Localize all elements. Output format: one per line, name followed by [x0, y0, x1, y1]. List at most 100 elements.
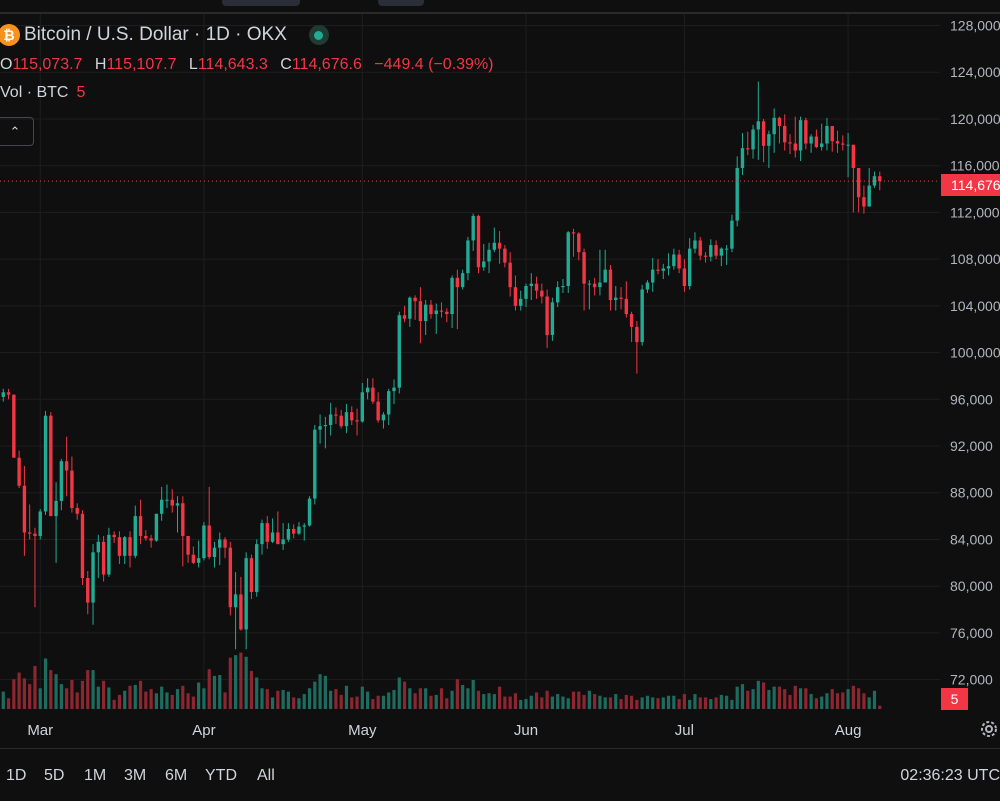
price-axis[interactable]: 128,000 124,000 120,000 116,000 112,000 108,0… — [950, 18, 1000, 688]
toolbar-tab[interactable] — [222, 0, 300, 6]
volume-bar — [429, 695, 433, 709]
settings-gear-icon[interactable] — [978, 718, 1000, 742]
candle-body — [281, 539, 285, 545]
volume-bar — [762, 682, 766, 709]
candle-body — [614, 297, 618, 301]
volume-bar — [450, 690, 454, 709]
candle-body — [724, 248, 729, 250]
volume-bar — [862, 693, 866, 709]
candle-body — [397, 315, 401, 388]
range-ytd-button[interactable]: YTD — [205, 767, 237, 784]
symbol-title[interactable]: Bitcoin / U.S. Dollar · 1D · OKX — [24, 24, 287, 45]
volume-bars — [1, 652, 882, 709]
volume-bar — [825, 693, 829, 709]
volume-bar — [571, 691, 576, 709]
candle-body — [387, 391, 391, 415]
volume-bar — [561, 696, 565, 709]
volume-bar — [302, 694, 306, 709]
volume-bar — [608, 697, 613, 709]
volume-bar — [841, 692, 845, 709]
toolbar-tab[interactable] — [378, 0, 424, 6]
candle-body — [619, 297, 623, 299]
volume-bar — [661, 697, 665, 709]
candle-body — [17, 457, 21, 486]
volume-bar — [181, 685, 185, 709]
volume-bar — [413, 693, 417, 709]
volume-bar — [350, 697, 354, 709]
volume-bar — [212, 675, 217, 709]
candle-body — [455, 277, 460, 288]
volume-bar — [566, 698, 570, 709]
volume-bar — [614, 694, 618, 709]
volume-bar — [175, 689, 180, 709]
range-6m-button[interactable]: 6M — [165, 767, 188, 784]
volume-bar — [872, 690, 877, 709]
candle-body — [307, 498, 312, 526]
price-tick-label: 84,000 — [950, 531, 993, 547]
volume-bar — [498, 686, 502, 709]
candle-body — [878, 176, 882, 182]
volume-bar — [651, 697, 655, 709]
candlestick-chart[interactable]: 128,000 124,000 120,000 116,000 112,000 108,0… — [0, 0, 1000, 748]
volume-bar — [1, 691, 5, 709]
range-1m-button[interactable]: 1M — [84, 767, 107, 784]
candle-body — [265, 523, 269, 542]
candle-body — [429, 304, 433, 315]
volume-bar — [666, 695, 671, 709]
candle-body — [524, 286, 528, 299]
time-axis[interactable]: Mar Apr May Jun Jul Aug — [27, 722, 861, 739]
volume-bar — [577, 691, 581, 709]
candle-body — [746, 148, 750, 150]
volume-legend-row[interactable]: Vol · BTC 5 — [0, 84, 85, 102]
date-tick-label: May — [348, 722, 377, 739]
candle-body — [6, 392, 11, 395]
candle-body — [661, 268, 665, 271]
candle-body — [207, 525, 211, 557]
collapse-legend-button[interactable]: ⌃ — [0, 117, 34, 146]
volume-bar — [59, 684, 63, 709]
candle-body — [381, 414, 386, 421]
volume-bar — [804, 688, 808, 709]
candle-body — [519, 298, 523, 306]
high-value: 115,107.7 — [106, 56, 177, 73]
candle-body — [202, 525, 206, 559]
candle-body — [751, 129, 755, 150]
volume-bar — [223, 692, 227, 709]
volume-bar — [28, 684, 32, 709]
volume-bar — [270, 697, 275, 709]
volume-bar — [197, 682, 201, 709]
volume-bar — [33, 665, 37, 709]
range-all-button[interactable]: All — [257, 767, 275, 784]
volume-bar — [371, 699, 375, 709]
price-tick-label: 100,000 — [950, 345, 1000, 361]
candle-body — [767, 134, 771, 146]
volume-bar — [65, 688, 69, 709]
candle-body — [276, 532, 280, 545]
candle-body — [123, 537, 127, 556]
candle-body — [450, 277, 454, 315]
volume-bar — [424, 688, 428, 709]
volume-bar — [381, 695, 386, 709]
candle-body — [587, 283, 592, 285]
volume-badge: 5 — [941, 688, 968, 710]
range-5d-button[interactable]: 5D — [44, 767, 65, 784]
volume-label: Vol · BTC — [0, 84, 69, 101]
volume-bar — [265, 689, 269, 709]
last-price-badge: 114,676.6 — [941, 174, 1000, 196]
candle-body — [545, 296, 549, 336]
candle-body — [555, 287, 560, 303]
candle-body — [482, 261, 486, 268]
volume-bar — [582, 694, 586, 709]
market-open-status-icon — [308, 25, 329, 45]
candle-body — [165, 499, 169, 501]
volume-bar — [867, 697, 871, 709]
utc-clock[interactable]: 02:36:23 UTC — [900, 767, 1000, 784]
range-1d-button[interactable]: 1D — [6, 767, 27, 784]
candle-body — [33, 533, 37, 536]
volume-bar — [107, 687, 111, 709]
symbol-title-row[interactable]: ₿ Bitcoin / U.S. Dollar · 1D · OKX — [0, 24, 329, 46]
volume-bar — [6, 698, 11, 709]
range-3m-button[interactable]: 3M — [124, 767, 147, 784]
volume-bar — [524, 699, 528, 709]
candle-body — [598, 282, 602, 288]
